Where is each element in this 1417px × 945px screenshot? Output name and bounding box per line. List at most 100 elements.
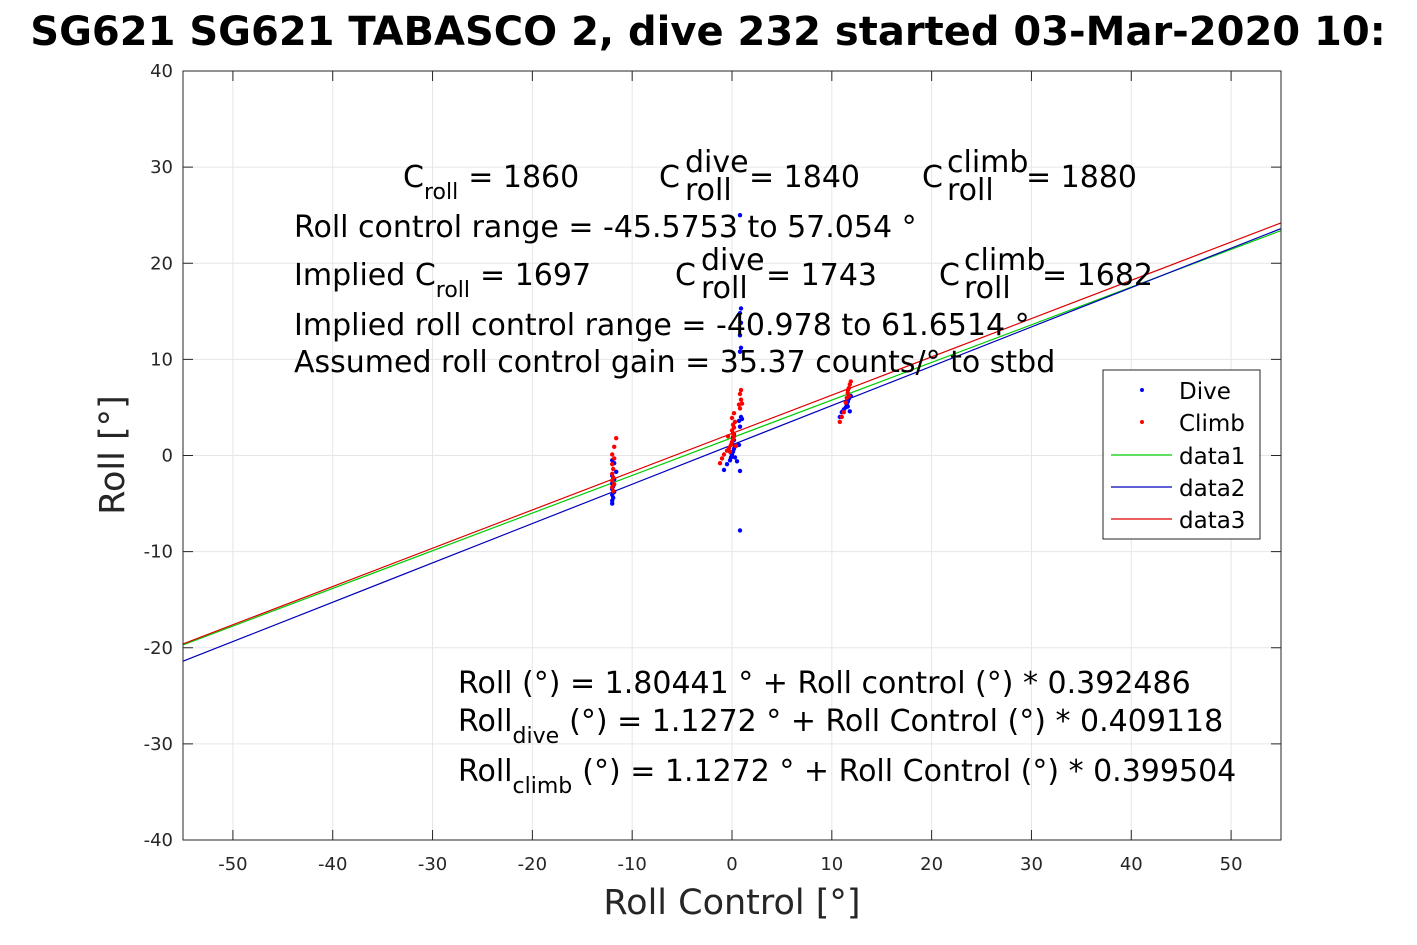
climb-point <box>610 471 615 476</box>
svg-text:= 1840: = 1840 <box>749 160 860 195</box>
svg-text:Rollclimb(°) = 1.1272 ° + Roll: Rollclimb (°) = 1.1272 ° + Roll Control (… <box>458 754 1236 799</box>
y-axis-label: Roll [°] <box>93 395 133 515</box>
climb-point <box>729 415 735 421</box>
svg-text:dive: dive <box>701 243 765 278</box>
svg-text:C: C <box>675 258 696 293</box>
gain-text: Assumed roll control gain = 35.37 counts… <box>294 345 1055 380</box>
climb-point <box>846 393 851 399</box>
data-points <box>610 213 853 533</box>
svg-text:roll: roll <box>701 271 748 306</box>
legend-marker-dive <box>1140 388 1144 392</box>
svg-text:C: C <box>659 160 680 195</box>
chart-title: SG621 SG621 TABASCO 2, dive 232 started … <box>30 9 1385 55</box>
legend-marker-climb <box>1140 420 1144 424</box>
axis-ticks: -50 -40 -30 -20 -10 0 10 20 30 40 50 -40 -30 -20 -10 0 1… <box>144 61 1281 875</box>
implied-c-roll-dive-annotation: C dive roll = 1743 <box>675 243 877 306</box>
climb-point <box>845 387 850 393</box>
climb-point <box>610 485 615 490</box>
x-tick-label: 40 <box>1120 854 1143 875</box>
climb-point <box>610 452 615 457</box>
legend-label-dive: Dive <box>1179 379 1231 405</box>
regression-equation: Roll (°) = 1.80441 ° + Roll control (°) … <box>458 666 1191 701</box>
dive-point <box>738 345 744 350</box>
x-tick-label: -10 <box>617 854 646 875</box>
dive-point <box>721 467 727 473</box>
climb-point <box>739 401 745 406</box>
svg-text:climb: climb <box>964 243 1045 278</box>
x-tick-label: -40 <box>318 854 347 875</box>
climb-point <box>611 466 616 472</box>
climb-point <box>610 478 615 483</box>
dive-point <box>738 306 744 311</box>
svg-text:C: C <box>939 258 960 293</box>
x-tick-label: 20 <box>920 854 943 875</box>
climb-point <box>733 443 739 449</box>
svg-text:Implied Croll= 1697: Implied Croll = 1697 <box>294 258 591 303</box>
x-tick-label: -20 <box>518 854 547 875</box>
climb-point <box>610 462 615 467</box>
svg-text:climb: climb <box>947 145 1028 180</box>
implied-c-roll-annotation: Implied Croll = 1697 <box>294 258 591 303</box>
climb-point <box>737 406 743 411</box>
y-tick-label: 0 <box>162 446 173 467</box>
x-tick-label: -30 <box>418 854 447 875</box>
dive-point <box>737 528 743 533</box>
dive-point <box>724 462 730 467</box>
climb-point <box>738 387 744 393</box>
x-tick-label: -50 <box>218 854 247 875</box>
climb-point <box>732 419 738 425</box>
y-tick-label: -40 <box>144 830 173 851</box>
svg-text:Rolldive(°) = 1.1272 ° + Roll: Rolldive (°) = 1.1272 ° + Roll Control (°… <box>458 704 1223 749</box>
y-tick-label: 20 <box>150 253 173 274</box>
x-axis-label: Roll Control [°] <box>603 883 860 923</box>
climb-point <box>614 436 619 441</box>
climb-point <box>841 410 846 415</box>
c-roll-climb-annotation: C climb roll = 1880 <box>922 145 1137 208</box>
x-tick-label: 0 <box>726 854 737 875</box>
climb-point <box>848 379 853 384</box>
svg-text:dive: dive <box>685 145 749 180</box>
dive-regression-equation: Rolldive (°) = 1.1272 ° + Roll Control (°… <box>458 704 1223 749</box>
dive-point <box>737 468 743 474</box>
svg-text:Croll= 1860: Croll = 1860 <box>403 160 579 205</box>
climb-point <box>717 461 723 466</box>
dive-point <box>739 416 745 422</box>
dive-point <box>734 459 740 464</box>
y-tick-label: -30 <box>144 734 173 755</box>
legend: Dive Climb data1 data2 data3 <box>1102 369 1261 540</box>
svg-text:= 1743: = 1743 <box>766 258 877 293</box>
dive-point <box>737 424 743 429</box>
legend-label-climb: Climb <box>1179 411 1245 437</box>
y-tick-label: 10 <box>150 349 173 370</box>
svg-text:roll: roll <box>947 173 994 208</box>
climb-point <box>719 456 725 461</box>
climb-point <box>725 434 731 439</box>
dive-point <box>614 469 619 474</box>
dive-point <box>738 320 744 325</box>
roll-control-range-text: Roll control range = -45.5753 to 57.054 … <box>294 210 917 245</box>
climb-point <box>737 391 743 397</box>
climb-regression-equation: Rollclimb (°) = 1.1272 ° + Roll Control (… <box>458 754 1236 799</box>
y-tick-label: -20 <box>144 638 173 659</box>
y-tick-label: 40 <box>150 61 173 82</box>
c-roll-annotation: Croll = 1860 <box>403 160 579 205</box>
svg-text:C: C <box>922 160 943 195</box>
svg-text:= 1880: = 1880 <box>1026 160 1137 195</box>
climb-point <box>727 449 733 454</box>
legend-label-data2: data2 <box>1179 476 1245 502</box>
climb-point <box>731 411 737 416</box>
implied-c-roll-climb-annotation: C climb roll = 1682 <box>939 243 1153 306</box>
climb-point <box>738 397 744 402</box>
dive-point <box>845 404 850 409</box>
dive-point <box>737 333 743 338</box>
c-roll-dive-annotation: C dive roll = 1840 <box>659 145 860 208</box>
climb-point <box>843 400 848 405</box>
dive-point <box>737 311 743 316</box>
implied-range-text: Implied roll control range = -40.978 to … <box>294 308 1030 343</box>
legend-label-data1: data1 <box>1179 444 1245 470</box>
dive-point <box>737 349 743 354</box>
x-tick-label: 50 <box>1220 854 1243 875</box>
svg-text:= 1682: = 1682 <box>1042 258 1153 293</box>
climb-point <box>612 444 617 449</box>
